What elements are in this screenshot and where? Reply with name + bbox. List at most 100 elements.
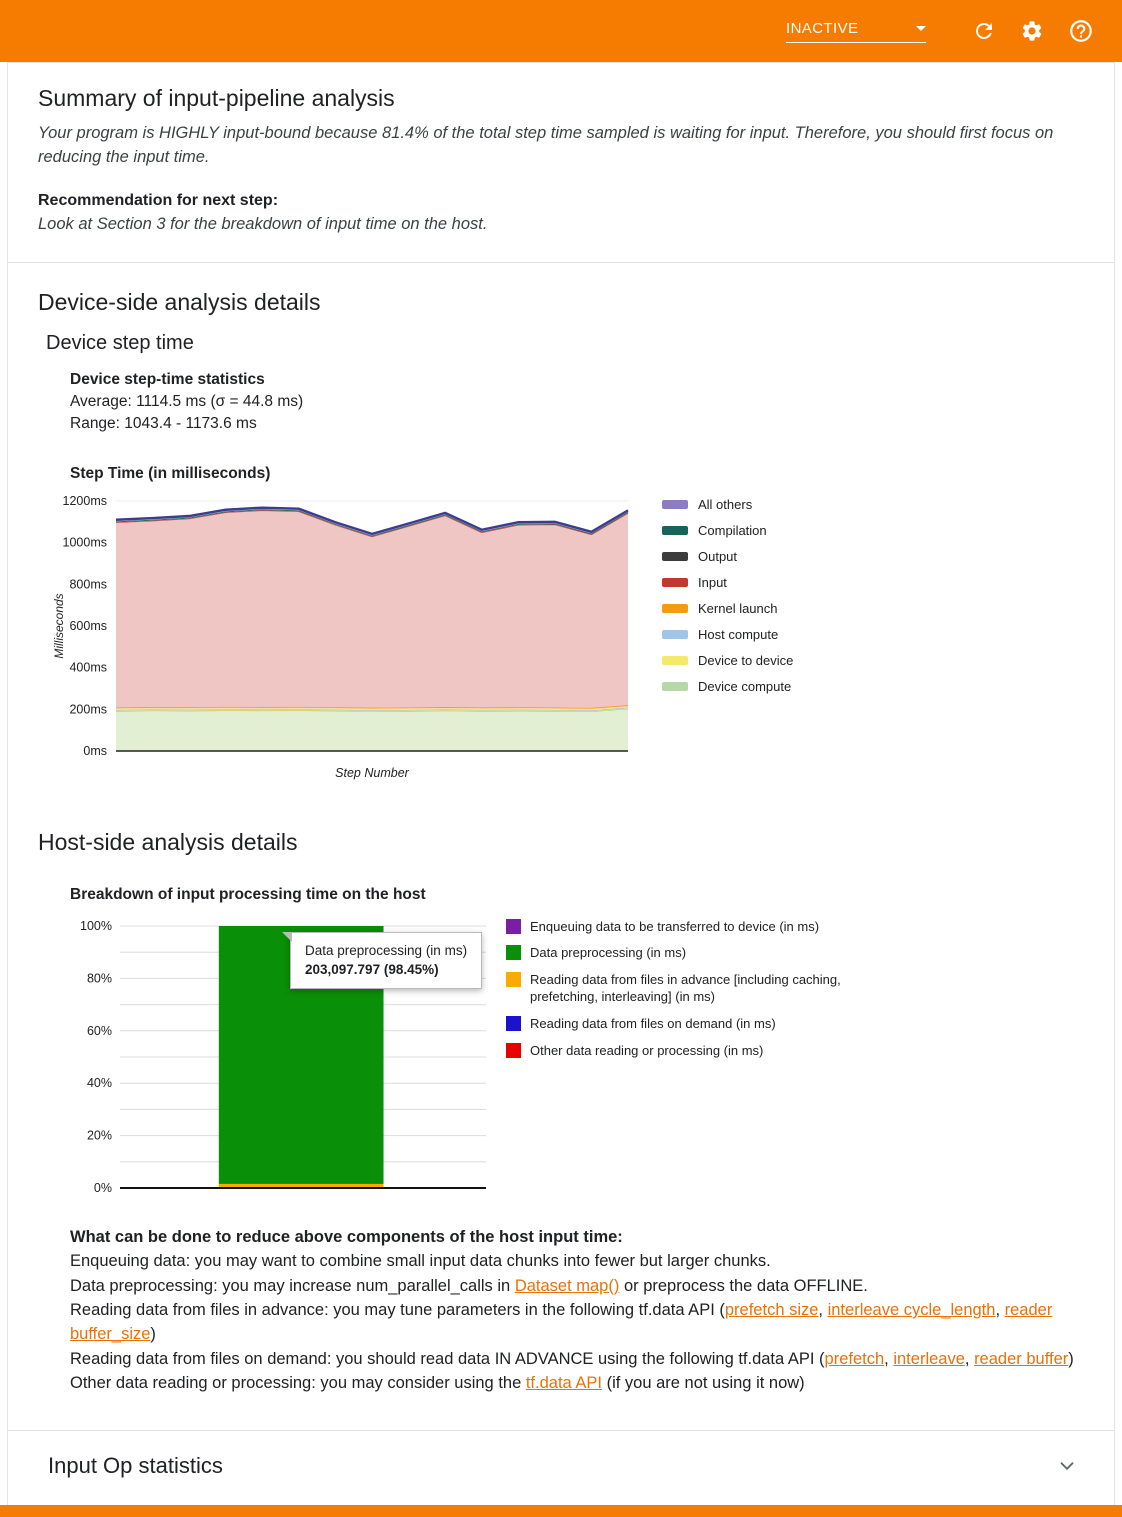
advice-link[interactable]: reader buffer_size [70, 1301, 1053, 1344]
legend-label: Device to device [698, 652, 794, 668]
svg-text:1000ms: 1000ms [63, 536, 107, 550]
legend-label: Data preprocessing (in ms) [530, 945, 687, 961]
legend-item: Host compute [662, 627, 793, 642]
device-step-time-chart: 0ms 200ms 400ms 600ms 800ms 1000ms 1200ms Step … [52, 494, 629, 780]
legend-swatch [662, 499, 688, 509]
refresh-icon[interactable] [972, 19, 996, 43]
legend-swatch [506, 971, 521, 987]
device-step-time-title: Device step time [46, 331, 194, 354]
main-panel: Summary of input-pipeline analysis Your … [7, 62, 1115, 1505]
legend-item: Output [662, 549, 793, 564]
expand-section-button[interactable] [1052, 1451, 1082, 1481]
legend-swatch [506, 1042, 521, 1058]
legend-item: Other data reading or processing (in ms) [506, 1042, 886, 1060]
legend-swatch [662, 655, 688, 665]
tooltip-series-label: Data preprocessing (in ms) [305, 942, 468, 958]
legend-label: Device compute [698, 678, 792, 694]
svg-text:1200ms: 1200ms [63, 494, 107, 508]
svg-text:400ms: 400ms [69, 661, 107, 675]
advice-link[interactable]: prefetch [824, 1349, 885, 1368]
svg-text:0ms: 0ms [83, 744, 107, 758]
advice-link[interactable]: reader buffer [974, 1349, 1069, 1368]
advice-link[interactable]: prefetch size [724, 1301, 819, 1320]
legend-label: Output [698, 548, 738, 564]
svg-text:40%: 40% [87, 1076, 112, 1090]
advice-line: Reading data from files in advance: you … [70, 1301, 1053, 1344]
svg-text:Milliseconds: Milliseconds [52, 593, 66, 658]
summary-title: Summary of input-pipeline analysis [38, 85, 395, 111]
recommendation-label: Recommendation for next step: [38, 191, 279, 209]
status-label: INACTIVE [786, 19, 859, 37]
legend-swatch [506, 945, 521, 961]
legend-item: Device compute [662, 679, 793, 694]
tooltip-value: 203,097.797 (98.45%) [305, 962, 439, 978]
host-chart-row: 0% 20% 40% 60% 80% 100% Data preprocessing (i… [68, 918, 1084, 1205]
stats-title: Device step-time statistics [70, 370, 265, 388]
legend-swatch [662, 525, 688, 535]
legend-item: Input [662, 575, 793, 590]
chart-tooltip: Data preprocessing (in ms) 203,097.797 (… [281, 931, 483, 989]
device-step-stats: Device step-time statistics Average: 111… [70, 369, 1084, 435]
step-time-chart-row: 0ms 200ms 400ms 600ms 800ms 1000ms 1200ms Step … [50, 489, 1084, 785]
legend-label: Reading data from files on demand (in ms… [530, 1016, 776, 1032]
legend-item: Kernel launch [662, 601, 793, 616]
chevron-down-icon [1060, 1462, 1074, 1470]
host-side-section: Host-side analysis details Breakdown of … [8, 799, 1114, 1430]
legend-item: Enqueuing data to be transferred to devi… [506, 918, 886, 936]
legend-swatch [662, 603, 688, 613]
svg-text:60%: 60% [87, 1024, 112, 1038]
summary-body: Your program is HIGHLY input-bound becau… [38, 124, 1054, 166]
host-side-title: Host-side analysis details [38, 828, 298, 855]
step-time-chart-legend: All others Compilation Output Input Kernel l… [662, 497, 793, 705]
legend-swatch [506, 918, 521, 934]
host-chart-legend: Enqueuing data to be transferred to devi… [506, 918, 886, 1068]
host-chart-title: Breakdown of input processing time on th… [70, 885, 426, 903]
app-header: INACTIVE [0, 0, 1122, 62]
svg-text:800ms: 800ms [69, 577, 107, 591]
gear-icon[interactable] [1020, 19, 1044, 43]
legend-swatch [662, 577, 688, 587]
legend-label: All others [698, 496, 753, 512]
device-side-title: Device-side analysis details [38, 288, 321, 315]
footer-bar [0, 1504, 1122, 1517]
legend-item: Compilation [662, 523, 793, 538]
capture-status-dropdown[interactable]: INACTIVE [786, 20, 926, 43]
advice-link[interactable]: tf.data API [525, 1374, 602, 1393]
legend-swatch [662, 629, 688, 639]
summary-section: Summary of input-pipeline analysis Your … [8, 63, 1114, 263]
svg-text:20%: 20% [87, 1128, 112, 1142]
legend-item: Reading data from files in advance [incl… [506, 971, 886, 1006]
advice-link[interactable]: Dataset map() [514, 1276, 620, 1295]
stats-average: Average: 1114.5 ms (σ = 44.8 ms) [70, 392, 304, 410]
advice-line: Data preprocessing: you may increase num… [70, 1276, 868, 1295]
chevron-down-icon [916, 25, 926, 31]
svg-text:0%: 0% [94, 1181, 112, 1195]
advice-line: Other data reading or processing: you ma… [70, 1374, 805, 1393]
svg-text:100%: 100% [80, 919, 112, 933]
legend-swatch [662, 551, 688, 561]
advice-lines: Enqueuing data: you may want to combine … [70, 1249, 1082, 1395]
legend-label: Enqueuing data to be transferred to devi… [530, 918, 820, 934]
advice-link[interactable]: interleave [893, 1349, 965, 1368]
svg-text:Step Number: Step Number [335, 766, 409, 780]
device-side-section: Device-side analysis details Device step… [8, 263, 1114, 799]
input-op-title: Input Op statistics [48, 1452, 223, 1478]
recommendation-text: Look at Section 3 for the breakdown of i… [38, 214, 488, 233]
host-chart-wrap: 0% 20% 40% 60% 80% 100% Data preprocessing (i… [68, 918, 492, 1205]
legend-item: Reading data from files on demand (in ms… [506, 1015, 886, 1033]
help-icon[interactable] [1068, 18, 1094, 44]
legend-label: Host compute [698, 626, 779, 642]
legend-label: Kernel launch [698, 600, 778, 616]
stats-range: Range: 1043.4 - 1173.6 ms [70, 414, 257, 432]
svg-text:600ms: 600ms [69, 619, 107, 633]
svg-text:80%: 80% [87, 971, 112, 985]
legend-label: Other data reading or processing (in ms) [530, 1042, 764, 1058]
legend-item: Data preprocessing (in ms) [506, 944, 886, 962]
legend-label: Reading data from files in advance [incl… [530, 971, 841, 1005]
legend-item: All others [662, 497, 793, 512]
advice-link[interactable]: interleave cycle_length [827, 1301, 996, 1320]
advice-line: Enqueuing data: you may want to combine … [70, 1252, 771, 1271]
advice-block: What can be done to reduce above compone… [70, 1225, 1082, 1396]
svg-text:200ms: 200ms [69, 702, 107, 716]
advice-line: Reading data from files on demand: you s… [70, 1349, 1074, 1368]
